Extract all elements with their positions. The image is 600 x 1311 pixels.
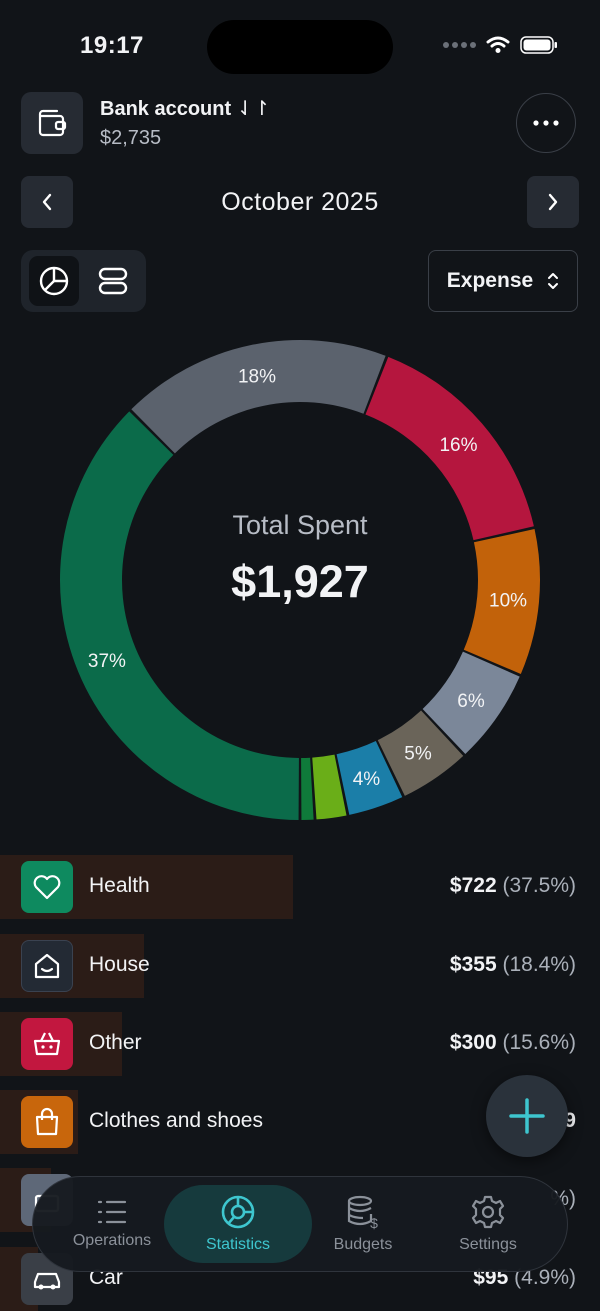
category-amount: $300 (15.6%)	[450, 1031, 576, 1055]
battery-icon	[520, 36, 557, 54]
list-icon	[97, 1200, 127, 1224]
more-options-button[interactable]	[516, 93, 576, 153]
donut-slice-label: 16%	[439, 435, 477, 456]
coins-icon: $	[347, 1195, 378, 1230]
svg-text:$: $	[370, 1215, 378, 1230]
pie-view-button[interactable]	[29, 256, 79, 306]
category-percent: (37.5%)	[502, 874, 576, 897]
donut-slice[interactable]	[59, 411, 299, 820]
category-amount: $355 (18.4%)	[450, 953, 576, 977]
plus-icon	[509, 1098, 545, 1134]
donut-slice-label: 5%	[404, 743, 432, 764]
category-amount-value: $722	[449, 874, 497, 897]
house-icon	[34, 953, 60, 979]
donut-slice-label: 18%	[238, 366, 276, 387]
next-month-button[interactable]	[527, 176, 579, 228]
donut-slice[interactable]	[377, 710, 464, 796]
view-toggle	[21, 250, 146, 312]
chevron-updown-icon	[548, 273, 559, 289]
tab-budgets[interactable]: $ Budgets	[289, 1185, 437, 1263]
heart-icon	[33, 875, 61, 900]
donut-slice[interactable]	[301, 757, 314, 820]
tab-operations[interactable]: Operations	[38, 1185, 186, 1263]
chevron-left-icon	[42, 193, 52, 211]
category-percent: (15.6%)	[502, 1031, 576, 1054]
transaction-type-value: Expense	[446, 269, 534, 292]
tab-settings[interactable]: Settings	[414, 1185, 562, 1263]
chart-icon	[221, 1195, 255, 1229]
list-view-button[interactable]	[88, 256, 138, 306]
total-spent-value: $1,927	[231, 556, 369, 607]
expense-donut-chart: 37% 18% 16% 10% 6% 5% 4%	[59, 340, 540, 820]
chevron-right-icon	[548, 193, 558, 211]
gear-icon	[471, 1195, 505, 1229]
donut-slice[interactable]	[336, 741, 403, 815]
category-name: House	[89, 953, 150, 976]
tab-statistics[interactable]: Statistics	[164, 1185, 312, 1263]
donut-slice[interactable]	[463, 529, 540, 674]
wifi-icon	[486, 36, 510, 53]
sort-icon: ⇃↾	[236, 98, 271, 120]
status-time: 19:17	[80, 32, 144, 59]
donut-slice[interactable]	[312, 754, 347, 820]
category-icon-tile	[21, 1018, 73, 1070]
car-icon	[33, 1272, 61, 1290]
donut-slice[interactable]	[422, 651, 520, 754]
category-amount-value: $300	[449, 1031, 497, 1054]
total-spent-label: Total Spent	[232, 510, 368, 540]
category-name: Health	[89, 874, 150, 897]
category-row[interactable]: Health $722 (37.5%)	[0, 855, 600, 919]
transaction-type-select[interactable]: Expense	[428, 250, 578, 312]
previous-month-button[interactable]	[21, 176, 73, 228]
add-operation-button[interactable]	[486, 1075, 568, 1157]
donut-slice-label: 4%	[353, 769, 381, 790]
account-name-label: Bank account	[100, 98, 232, 120]
wallet-icon	[38, 109, 67, 137]
basket-icon	[33, 1032, 61, 1056]
category-percent: (4.9%)	[514, 1266, 576, 1289]
tab-operations-label: Operations	[72, 1232, 152, 1249]
category-row[interactable]: House $355 (18.4%)	[0, 934, 600, 998]
pie-chart-icon	[39, 266, 69, 296]
dynamic-island	[207, 20, 393, 74]
signal-icon	[443, 42, 476, 48]
account-name[interactable]: Bank account ⇃↾	[100, 96, 270, 121]
category-percent: (18.4%)	[502, 953, 576, 976]
tab-settings-label: Settings	[459, 1236, 517, 1253]
current-month: October 2025	[221, 188, 379, 216]
category-icon-tile	[21, 861, 73, 913]
donut-slice[interactable]	[131, 340, 386, 454]
bottom-tab-bar: Operations Statistics $ Budgets Settings	[32, 1176, 568, 1272]
rows-icon	[98, 267, 128, 295]
category-icon-tile	[21, 1096, 73, 1148]
category-amount: $722 (37.5%)	[450, 874, 576, 898]
tab-statistics-label: Statistics	[205, 1236, 270, 1253]
status-icons	[442, 36, 558, 54]
category-row[interactable]: Other $300 (15.6%)	[0, 1012, 600, 1076]
category-name: Clothes and shoes	[89, 1109, 263, 1132]
donut-slice[interactable]	[365, 356, 534, 541]
account-balance: $2,735	[100, 127, 162, 149]
donut-slice-label: 6%	[457, 691, 485, 712]
category-name: Other	[89, 1031, 142, 1054]
category-icon-tile	[21, 940, 73, 992]
tab-budgets-label: Budgets	[333, 1236, 393, 1253]
donut-slice-label: 10%	[489, 591, 527, 612]
bag-icon	[35, 1107, 59, 1136]
ellipsis-icon	[533, 120, 559, 126]
account-wallet-button[interactable]	[21, 92, 83, 154]
donut-slice-label: 37%	[88, 651, 126, 672]
category-amount-value: $355	[449, 953, 497, 976]
